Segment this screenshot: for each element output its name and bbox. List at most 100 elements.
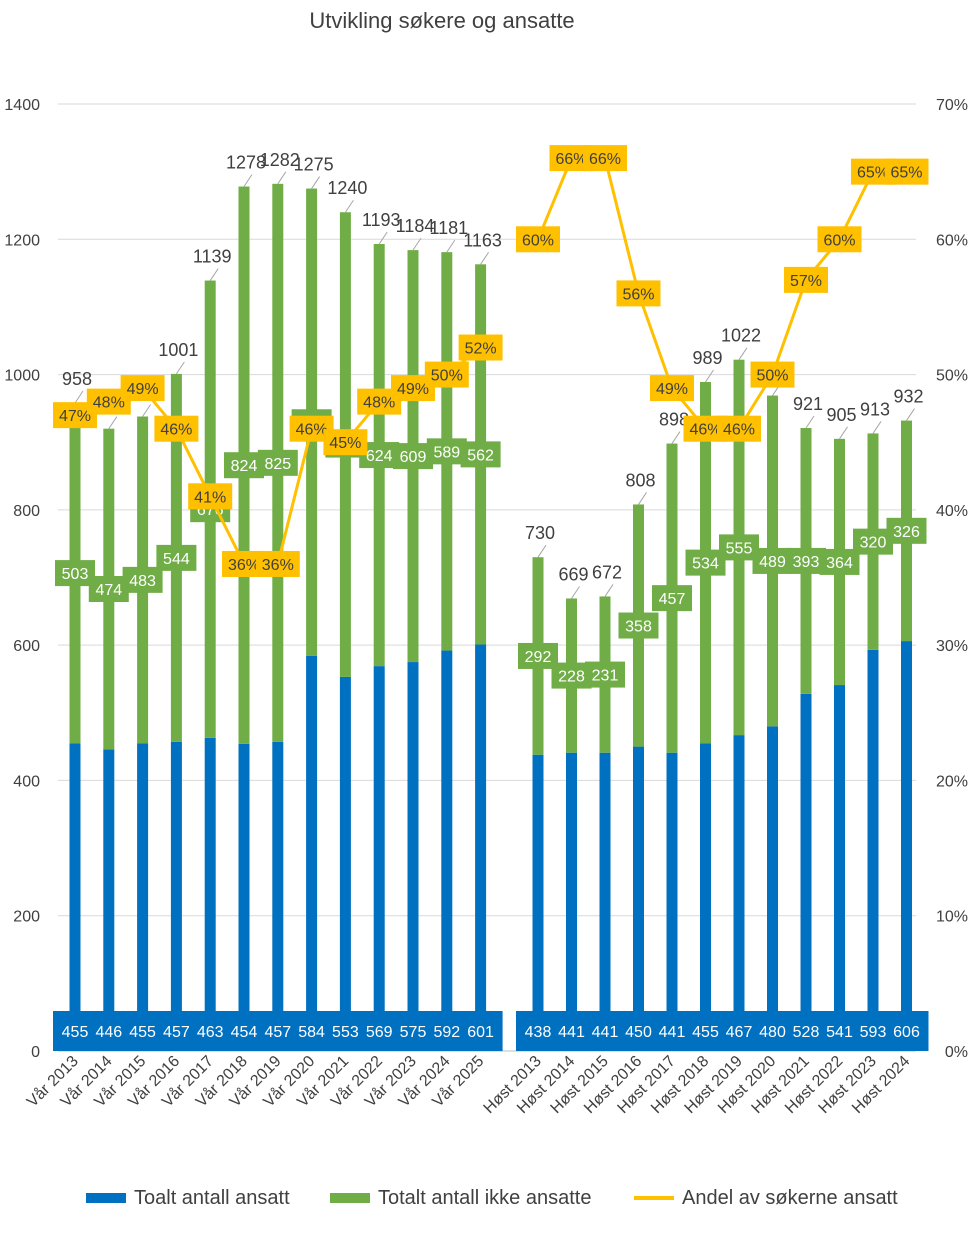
bar-employed	[170, 741, 182, 1051]
y2-tick-label: 30%	[936, 638, 968, 655]
share-value-label: 49%	[397, 381, 429, 398]
bar-employed	[407, 662, 419, 1051]
total-value-label: 1193	[362, 210, 401, 230]
y2-tick-label: 40%	[936, 503, 968, 520]
share-value-label: 57%	[790, 273, 822, 290]
not-employed-value-label: 825	[264, 456, 291, 473]
total-value-label: 1184	[396, 216, 435, 236]
not-employed-value-label: 457	[659, 591, 686, 608]
share-label-box	[817, 226, 862, 253]
share-value-label: 50%	[756, 368, 788, 385]
total-value-label: 905	[826, 405, 856, 425]
total-value-label: 898	[659, 410, 689, 430]
bar-employed	[475, 644, 487, 1051]
total-value-label: 1275	[294, 155, 334, 175]
legend-swatch-employed	[86, 1193, 126, 1203]
employed-value-label: 450	[625, 1024, 652, 1041]
share-label-box	[458, 334, 503, 361]
not-employed-value-label: 609	[400, 449, 427, 466]
share-value-label: 65%	[890, 165, 922, 182]
total-leader-line	[738, 347, 748, 360]
employed-value-label: 457	[264, 1024, 291, 1041]
total-leader-line	[378, 231, 388, 245]
not-employed-label-box	[585, 661, 625, 688]
share-value-label: 56%	[622, 286, 654, 303]
not-employed-value-label: 326	[893, 524, 920, 541]
total-leader-line	[604, 584, 614, 597]
total-value-label: 672	[592, 562, 622, 582]
share-value-label: 48%	[363, 395, 395, 412]
employed-value-label: 528	[793, 1024, 820, 1041]
chart-svg: 0 200 400 600 800 1000 1200 1400 0% 10% 20% 30% 40% 5…	[4, 97, 968, 1117]
share-value-label: 50%	[431, 368, 463, 385]
not-employed-value-label: 483	[129, 573, 156, 590]
share-value-label: 66%	[555, 151, 587, 168]
total-leader-line	[705, 369, 714, 383]
not-employed-value-label: 489	[759, 554, 786, 571]
bar-employed	[532, 754, 544, 1051]
bar-employed	[700, 743, 711, 1051]
total-leader-line	[142, 404, 152, 417]
not-employed-value-label: 562	[467, 447, 494, 464]
legend-item-not-employed: Totalt antall ikke ansatte	[330, 1180, 591, 1216]
total-leader-line	[108, 416, 118, 429]
employed-value-label: 455	[62, 1024, 89, 1041]
bar-employed	[599, 752, 611, 1051]
y-tick-label: 400	[13, 773, 40, 790]
share-value-label: 60%	[823, 232, 855, 249]
total-value-label: 989	[692, 348, 722, 368]
employed-value-label: 441	[659, 1024, 686, 1041]
share-label-box	[323, 429, 368, 456]
employed-value-label: 441	[592, 1024, 619, 1041]
total-leader-line	[571, 586, 580, 599]
not-employed-label-box	[156, 544, 197, 571]
y2-tick-label: 50%	[936, 368, 968, 385]
employed-value-label: 541	[826, 1024, 853, 1041]
total-value-label: 1163	[463, 230, 502, 250]
total-leader-line	[277, 171, 287, 185]
total-value-label: 1278	[226, 153, 266, 173]
not-employed-value-label: 228	[558, 669, 585, 686]
total-leader-line	[209, 268, 219, 281]
not-employed-label-box	[719, 534, 759, 561]
total-leader-line	[243, 174, 253, 187]
share-value-label: 46%	[689, 422, 721, 439]
employed-value-label: 584	[298, 1024, 325, 1041]
total-leader-line	[537, 544, 547, 558]
not-employed-label-box	[393, 443, 433, 470]
total-leader-line	[412, 237, 422, 251]
total-value-label: 669	[558, 564, 588, 584]
employed-value-label: 553	[332, 1024, 359, 1041]
share-value-label: 66%	[589, 151, 621, 168]
share-value-label: 36%	[262, 557, 294, 574]
y2-tick-label: 0%	[945, 1044, 968, 1061]
share-label-box	[884, 158, 929, 185]
employed-value-label: 455	[692, 1024, 719, 1041]
total-value-label: 808	[625, 470, 655, 490]
y-tick-label: 200	[13, 909, 40, 926]
y-tick-label: 0	[31, 1044, 40, 1061]
bar-employed	[69, 743, 81, 1051]
total-value-label: 913	[860, 399, 890, 419]
employed-value-label: 569	[366, 1024, 393, 1041]
employed-value-label: 592	[433, 1024, 460, 1041]
employed-label-strip	[53, 1011, 503, 1051]
share-value-label: 36%	[228, 557, 260, 574]
y-tick-label: 800	[13, 503, 40, 520]
not-employed-value-label: 824	[231, 458, 258, 475]
bar-employed	[566, 752, 577, 1051]
share-label-box	[516, 226, 560, 253]
bar-employed	[373, 666, 385, 1051]
share-value-label: 49%	[127, 381, 159, 398]
total-value-label: 1181	[429, 218, 468, 238]
legend-item-share: Andel av søkerne ansatt	[634, 1180, 898, 1216]
employed-value-label: 480	[759, 1024, 786, 1041]
bar-employed	[666, 752, 678, 1051]
not-employed-value-label: 544	[163, 551, 190, 568]
total-value-label: 1282	[260, 150, 300, 170]
bar-employed	[441, 650, 453, 1051]
employed-value-label: 575	[400, 1024, 427, 1041]
total-value-label: 1139	[193, 247, 232, 267]
y2-tick-label: 20%	[936, 773, 968, 790]
